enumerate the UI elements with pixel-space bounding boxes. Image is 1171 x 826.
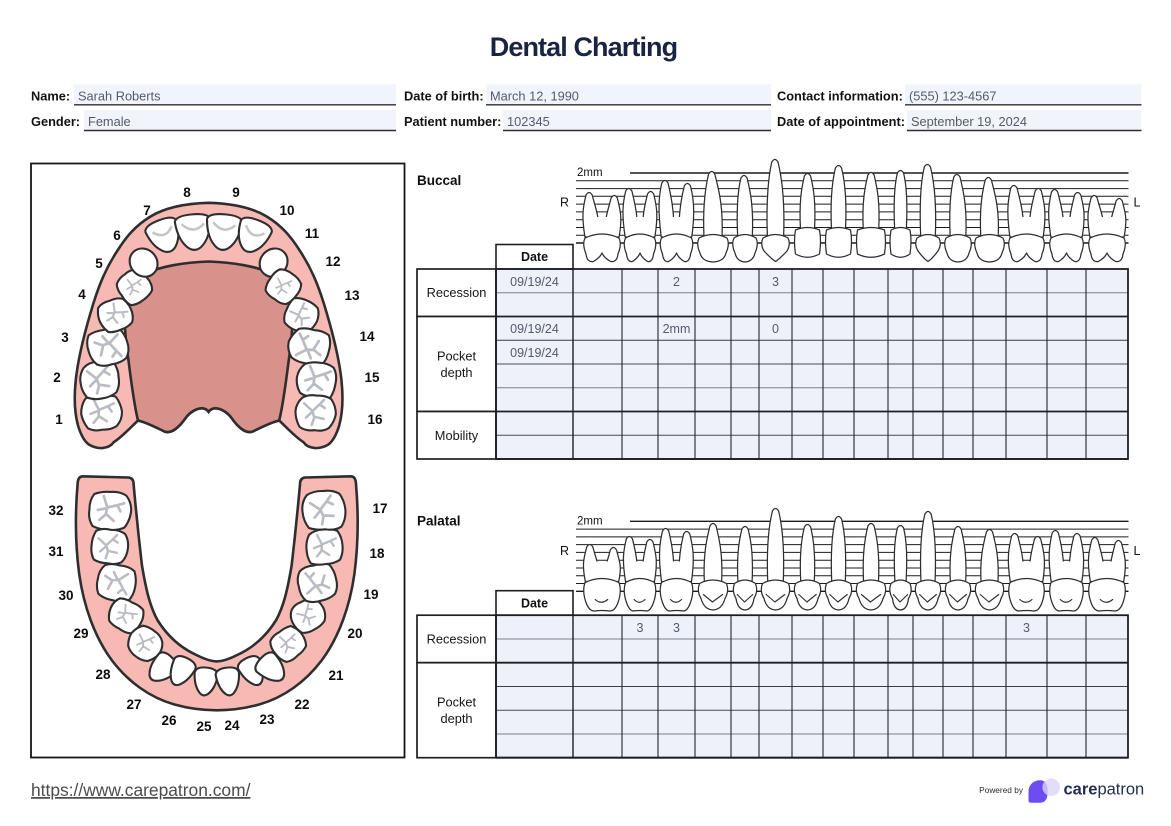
svg-text:3: 3 xyxy=(61,330,69,345)
svg-text:Powered by: Powered by xyxy=(979,785,1024,795)
svg-text:L: L xyxy=(1134,544,1141,558)
svg-text:depth: depth xyxy=(440,711,472,726)
svg-text:17: 17 xyxy=(372,501,387,516)
svg-text:Contact information:: Contact information: xyxy=(777,88,903,103)
svg-text:R: R xyxy=(560,196,569,210)
svg-text:13: 13 xyxy=(344,288,360,303)
svg-text:Date: Date xyxy=(521,250,548,264)
svg-text:R: R xyxy=(560,544,569,558)
svg-text:12: 12 xyxy=(325,254,340,269)
svg-text:8: 8 xyxy=(183,185,191,200)
svg-text:4: 4 xyxy=(78,287,86,302)
svg-text:7: 7 xyxy=(143,203,151,218)
svg-text:26: 26 xyxy=(161,713,177,728)
svg-text:16: 16 xyxy=(367,412,383,427)
svg-text:19: 19 xyxy=(363,587,378,602)
svg-text:30: 30 xyxy=(58,588,73,603)
svg-text:Buccal: Buccal xyxy=(417,173,461,188)
svg-text:32: 32 xyxy=(48,503,63,518)
svg-text:27: 27 xyxy=(126,697,141,712)
svg-text:3: 3 xyxy=(637,621,644,635)
svg-text:1: 1 xyxy=(55,412,63,427)
svg-text:2mm: 2mm xyxy=(577,515,603,527)
svg-text:2: 2 xyxy=(673,275,680,289)
svg-text:20: 20 xyxy=(347,626,362,641)
svg-text:25: 25 xyxy=(196,719,212,734)
svg-text:11: 11 xyxy=(305,226,320,241)
svg-text:28: 28 xyxy=(95,667,111,682)
svg-text:22: 22 xyxy=(294,697,309,712)
svg-text:March 12, 1990: March 12, 1990 xyxy=(490,88,579,103)
svg-text:3: 3 xyxy=(673,621,680,635)
svg-text:Palatal: Palatal xyxy=(417,514,461,529)
svg-text:Sarah Roberts: Sarah Roberts xyxy=(78,88,161,103)
svg-text:Gender:: Gender: xyxy=(31,114,80,129)
svg-text:0: 0 xyxy=(772,322,779,336)
svg-text:Date of appointment:: Date of appointment: xyxy=(777,114,905,129)
svg-text:9: 9 xyxy=(232,185,240,200)
svg-text:Date of birth:: Date of birth: xyxy=(404,88,484,103)
svg-text:L: L xyxy=(1134,196,1141,210)
svg-text:15: 15 xyxy=(364,370,380,385)
svg-text:102345: 102345 xyxy=(507,114,550,129)
svg-text:31: 31 xyxy=(48,544,64,559)
svg-text:29: 29 xyxy=(73,626,88,641)
svg-text:Recession: Recession xyxy=(427,632,487,647)
svg-text:Patient number:: Patient number: xyxy=(404,114,501,129)
svg-text:3: 3 xyxy=(1023,621,1030,635)
svg-text:depth: depth xyxy=(440,365,472,380)
svg-text:Recession: Recession xyxy=(427,285,487,300)
svg-text:09/19/24: 09/19/24 xyxy=(510,322,559,336)
svg-text:21: 21 xyxy=(328,668,344,683)
svg-text:https://www.carepatron.com/: https://www.carepatron.com/ xyxy=(31,780,251,800)
svg-text:09/19/24: 09/19/24 xyxy=(510,275,559,289)
svg-text:5: 5 xyxy=(95,256,103,271)
svg-text:09/19/24: 09/19/24 xyxy=(510,346,559,360)
svg-text:18: 18 xyxy=(369,546,385,561)
svg-text:September 19, 2024: September 19, 2024 xyxy=(911,114,1027,129)
svg-text:10: 10 xyxy=(279,203,294,218)
svg-text:3: 3 xyxy=(772,275,779,289)
svg-text:2mm: 2mm xyxy=(577,167,603,179)
svg-text:14: 14 xyxy=(359,329,375,344)
svg-text:Mobility: Mobility xyxy=(435,428,479,443)
svg-text:carepatron: carepatron xyxy=(1064,781,1145,799)
svg-text:Name:: Name: xyxy=(31,88,70,103)
svg-text:23: 23 xyxy=(259,712,275,727)
svg-text:6: 6 xyxy=(113,228,121,243)
svg-text:(555) 123-4567: (555) 123-4567 xyxy=(909,88,997,103)
svg-text:Female: Female xyxy=(88,114,131,129)
svg-text:Date: Date xyxy=(521,597,548,611)
svg-text:Pocket: Pocket xyxy=(437,695,477,710)
svg-text:2mm: 2mm xyxy=(663,322,691,336)
svg-text:Pocket: Pocket xyxy=(437,349,477,364)
svg-text:24: 24 xyxy=(224,718,240,733)
svg-text:2: 2 xyxy=(53,370,61,385)
svg-text:Dental Charting: Dental Charting xyxy=(490,32,678,62)
